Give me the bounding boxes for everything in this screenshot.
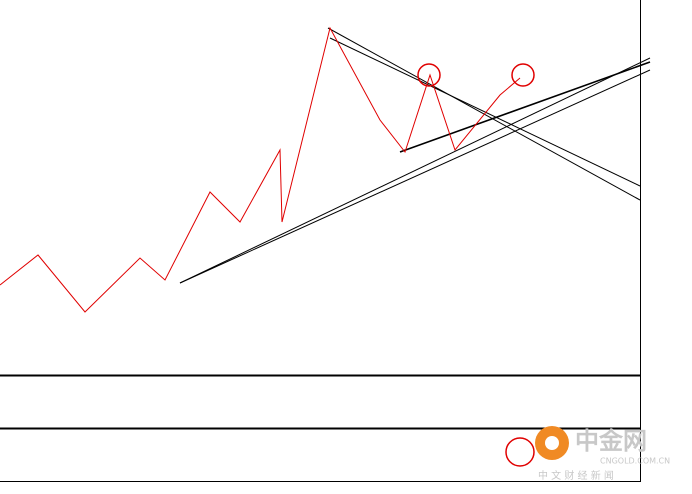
trendline bbox=[179, 69, 651, 284]
watermark: 中金网 CNGOLD.COM.CN 中 文 财 经 新 闻 bbox=[535, 426, 670, 482]
panel-borders bbox=[0, 0, 641, 482]
trendline bbox=[179, 57, 651, 284]
watermark-title: 中金网 bbox=[575, 427, 647, 455]
highlight-circle bbox=[511, 63, 535, 87]
zigzag bbox=[0, 26, 521, 313]
highlight-circle bbox=[505, 437, 535, 467]
highlight-circle bbox=[417, 63, 441, 87]
trendline bbox=[399, 61, 651, 153]
watermark-site: CNGOLD.COM.CN bbox=[600, 457, 670, 466]
watermark-slogan: 中 文 财 经 新 闻 bbox=[538, 469, 614, 482]
trendline bbox=[329, 37, 641, 187]
watermark-logo bbox=[545, 436, 559, 450]
trendlines bbox=[0, 26, 651, 467]
